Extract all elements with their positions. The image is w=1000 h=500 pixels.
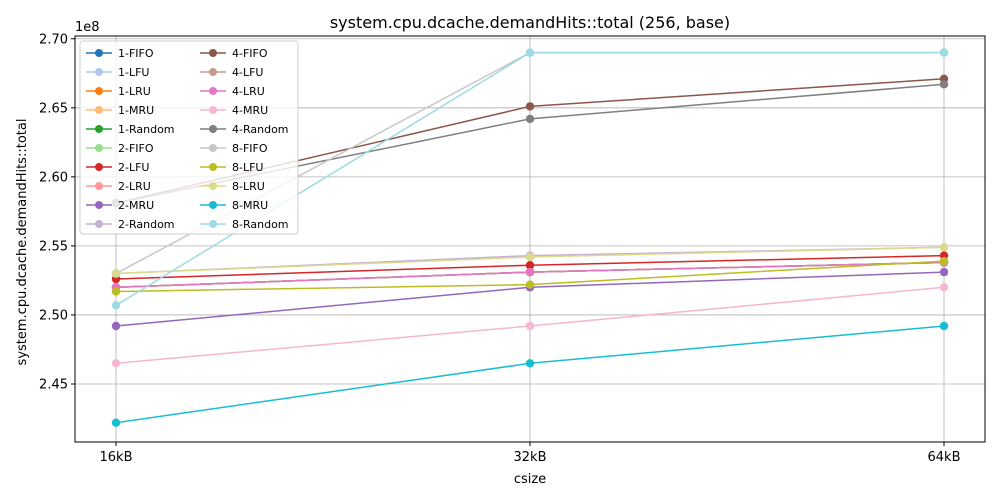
data-point-8-Random (939, 48, 949, 57)
data-point-4-Random (939, 80, 949, 89)
legend-marker-8-FIFO (209, 144, 217, 152)
legend-label-8-Random: 8-Random (232, 218, 289, 231)
legend-label-4-LFU: 4-LFU (232, 66, 263, 79)
legend-marker-2-FIFO (95, 144, 103, 152)
legend-label-8-FIFO: 8-FIFO (232, 142, 268, 155)
y-axis-label: system.cpu.dcache.demandHits::total (15, 119, 30, 366)
data-point-4-Random (525, 114, 535, 124)
legend-marker-2-MRU (95, 201, 103, 209)
y-axis-ticks: 2.45 2.50 2.55 2.60 2.65 2.70 (39, 32, 75, 393)
data-point-4-LRU (525, 267, 535, 277)
data-point-8-Random (111, 301, 121, 310)
legend-label-2-MRU: 2-MRU (118, 199, 154, 212)
legend: 1-FIFO 1-LFU 1-LRU 1-MRU 1-Random 2-FIFO 2-LFU… (79, 40, 299, 235)
legend-label-1-LRU: 1-LRU (118, 85, 151, 98)
legend-label-4-LRU: 4-LRU (232, 85, 265, 98)
legend-marker-4-LFU (209, 68, 217, 76)
y-tick-label: 2.70 (39, 32, 68, 47)
y-tick-label: 2.45 (39, 378, 68, 393)
data-point-8-LFU (939, 256, 949, 266)
x-tick-label: 16kB (100, 450, 133, 465)
legend-marker-4-Random (209, 125, 217, 133)
data-point-8-LFU (525, 280, 535, 289)
y-axis-multiplier: 1e8 (75, 20, 100, 35)
legend-marker-8-LRU (209, 182, 217, 190)
legend-label-8-MRU: 8-MRU (232, 199, 268, 212)
legend-label-2-LFU: 2-LFU (118, 161, 149, 174)
data-point-2-MRU (111, 321, 121, 331)
legend-label-4-FIFO: 4-FIFO (232, 47, 268, 60)
legend-label-4-Random: 4-Random (232, 123, 289, 136)
data-point-8-Random (525, 48, 535, 57)
legend-label-1-Random: 1-Random (118, 123, 175, 136)
legend-label-1-FIFO: 1-FIFO (118, 47, 154, 60)
data-point-8-MRU (111, 418, 121, 427)
legend-marker-8-LFU (209, 163, 217, 171)
x-axis-ticks: 16kB 32kB 64kB (100, 442, 961, 465)
legend-label-8-LFU: 8-LFU (232, 161, 263, 174)
legend-label-1-MRU: 1-MRU (118, 104, 154, 117)
legend-box (79, 40, 299, 235)
data-point-4-MRU (111, 359, 121, 368)
data-point-4-MRU (525, 321, 535, 331)
legend-label-4-MRU: 4-MRU (232, 104, 268, 117)
chart-title: system.cpu.dcache.demandHits::total (256… (330, 13, 730, 32)
y-tick-label: 2.60 (39, 170, 68, 185)
legend-marker-2-LRU (95, 182, 103, 190)
legend-marker-4-FIFO (209, 49, 217, 57)
legend-label-1-LFU: 1-LFU (118, 66, 149, 79)
legend-marker-1-LRU (95, 87, 103, 95)
y-tick-label: 2.65 (39, 101, 68, 116)
legend-label-2-LRU: 2-LRU (118, 180, 151, 193)
y-tick-label: 2.50 (39, 308, 68, 323)
data-point-4-FIFO (525, 102, 535, 111)
legend-label-2-FIFO: 2-FIFO (118, 142, 154, 155)
data-point-8-LRU (111, 269, 121, 278)
legend-marker-1-MRU (95, 106, 103, 114)
y-tick-label: 2.55 (39, 239, 68, 254)
legend-marker-1-Random (95, 125, 103, 133)
data-point-8-LFU (111, 287, 121, 296)
legend-marker-2-Random (95, 220, 103, 228)
data-point-2-MRU (939, 267, 949, 277)
legend-marker-8-MRU (209, 201, 217, 209)
data-point-8-MRU (939, 321, 949, 331)
legend-marker-2-LFU (95, 163, 103, 171)
x-tick-label: 32kB (514, 450, 547, 465)
legend-marker-1-FIFO (95, 49, 103, 57)
data-point-4-MRU (939, 283, 949, 292)
data-point-8-LRU (939, 243, 949, 252)
legend-marker-4-MRU (209, 106, 217, 114)
data-point-2-LFU (525, 261, 535, 270)
legend-marker-4-LRU (209, 87, 217, 95)
x-tick-label: 64kB (928, 450, 961, 465)
legend-label-2-Random: 2-Random (118, 218, 175, 231)
legend-label-8-LRU: 8-LRU (232, 180, 265, 193)
data-point-8-LRU (525, 252, 535, 262)
data-point-8-MRU (525, 359, 535, 368)
x-axis-label: csize (514, 472, 546, 487)
legend-marker-1-LFU (95, 68, 103, 76)
legend-marker-8-Random (209, 220, 217, 228)
